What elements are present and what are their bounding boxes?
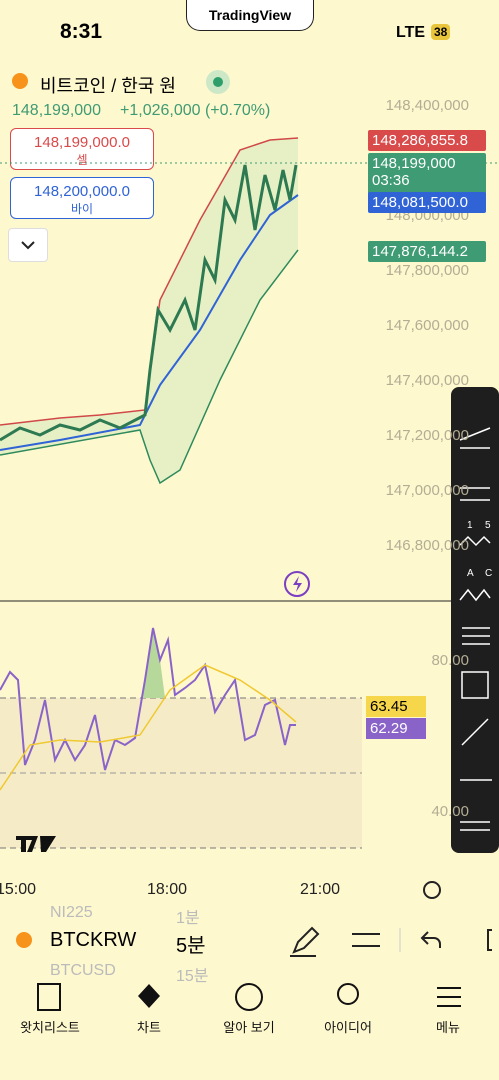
tab-label[interactable]: 알아 보기: [223, 1020, 275, 1035]
rsi-line: [0, 627, 296, 771]
rsi-ma-tag: 63.45: [366, 696, 426, 717]
tab-label[interactable]: 아이디어: [324, 1020, 372, 1035]
rsi-axis-label: 80.00: [431, 652, 469, 669]
coin-icon: [16, 932, 32, 948]
band-fill: [0, 138, 298, 483]
indicators-icon[interactable]: [352, 933, 380, 947]
network: LTE: [396, 24, 426, 41]
middle-band: [0, 194, 299, 451]
last-price: 148,199,000: [12, 102, 101, 119]
price-axis-label: 146,800,000: [385, 537, 469, 554]
price-axis-label: 147,000,000: [385, 482, 469, 499]
last-tag: 148,199,000 03:36: [368, 153, 486, 195]
watchlist-icon[interactable]: [37, 983, 61, 1011]
tool-label: 5: [485, 520, 491, 531]
time-axis-label: 18:00: [147, 881, 188, 898]
countdown: 03:36: [372, 172, 410, 189]
event-icon: [284, 571, 310, 597]
price-path: [0, 164, 298, 442]
rsi-overbought-fill: [143, 628, 165, 698]
draw-icon[interactable]: [290, 926, 320, 957]
more-icon[interactable]: [487, 929, 492, 951]
ideas-icon[interactable]: [337, 983, 359, 1005]
symbol-actions: [290, 926, 492, 957]
time-axis-label: 15:00: [0, 881, 37, 898]
app-name: TradingView: [208, 7, 292, 23]
ghost-interval: 1분: [176, 910, 200, 927]
tool-label: A: [467, 568, 474, 579]
status-dot: [213, 77, 223, 87]
ghost-symbol: BTCUSD: [50, 962, 116, 979]
price-change: +1,026,000 (+0.70%): [120, 102, 271, 119]
explore-icon[interactable]: [235, 983, 263, 1011]
upper-tag: 148,286,855.8: [368, 130, 486, 151]
clock: 8:31: [60, 20, 103, 43]
market-status: [206, 70, 230, 94]
tv-logo: [16, 836, 56, 852]
chevron: [21, 241, 35, 250]
price-axis-label: 148,400,000: [385, 97, 469, 114]
undo-icon[interactable]: [420, 931, 441, 948]
menu-icon[interactable]: [437, 987, 461, 1007]
lower-band: [0, 249, 299, 485]
buy-button[interactable]: 148,200,000.0 바이: [10, 177, 154, 219]
rsi-axis-label: 40.00: [431, 803, 469, 820]
tab-label[interactable]: 왓치리스트: [20, 1020, 80, 1035]
status-bar: 8:31 TradingView LTE 38: [0, 0, 499, 60]
sell-label: 셀: [76, 153, 88, 167]
tab-label[interactable]: 차트: [137, 1020, 161, 1035]
upper-band: [0, 137, 299, 426]
buy-label: 바이: [70, 202, 94, 216]
tool-label: 1: [467, 520, 473, 531]
rsi-tag: 62.29: [366, 718, 426, 739]
middle-tag: 148,081,500.0: [368, 192, 486, 213]
tab-icons: [37, 983, 461, 1011]
collapse-button[interactable]: [8, 228, 48, 262]
ghost-symbol: NI225: [50, 904, 93, 921]
settings-icon[interactable]: [423, 881, 441, 899]
time-axis-label: 21:00: [300, 881, 341, 898]
bolt: [293, 576, 302, 592]
lower-tag: 147,876,144.2: [368, 241, 486, 262]
ghost-interval: 15분: [176, 968, 209, 985]
tab-label[interactable]: 메뉴: [436, 1020, 460, 1035]
price-axis-label: 147,200,000: [385, 427, 469, 444]
sell-price: 148,199,000.0: [34, 134, 130, 151]
tool-label: C: [485, 568, 493, 579]
tool-icons: [459, 427, 492, 831]
interval[interactable]: 5분: [176, 935, 206, 957]
price-axis-label: 147,400,000: [385, 372, 469, 389]
app-pill: TradingView: [186, 0, 314, 31]
price-axis-label: 147,600,000: [385, 317, 469, 334]
symbol[interactable]: BTCKRW: [50, 929, 137, 951]
battery: 38: [431, 24, 451, 40]
coin-icon: [12, 73, 28, 89]
drawing-toolbar: [451, 387, 499, 853]
chart: [0, 137, 499, 899]
symbol-title: 비트코인 / 한국 원: [40, 76, 176, 96]
price-axis-label: 147,800,000: [385, 262, 469, 279]
rsi-ma: [0, 664, 297, 791]
buy-price: 148,200,000.0: [34, 183, 130, 200]
last-tag-price: 148,199,000: [372, 155, 456, 172]
chart-icon[interactable]: [138, 984, 160, 1008]
